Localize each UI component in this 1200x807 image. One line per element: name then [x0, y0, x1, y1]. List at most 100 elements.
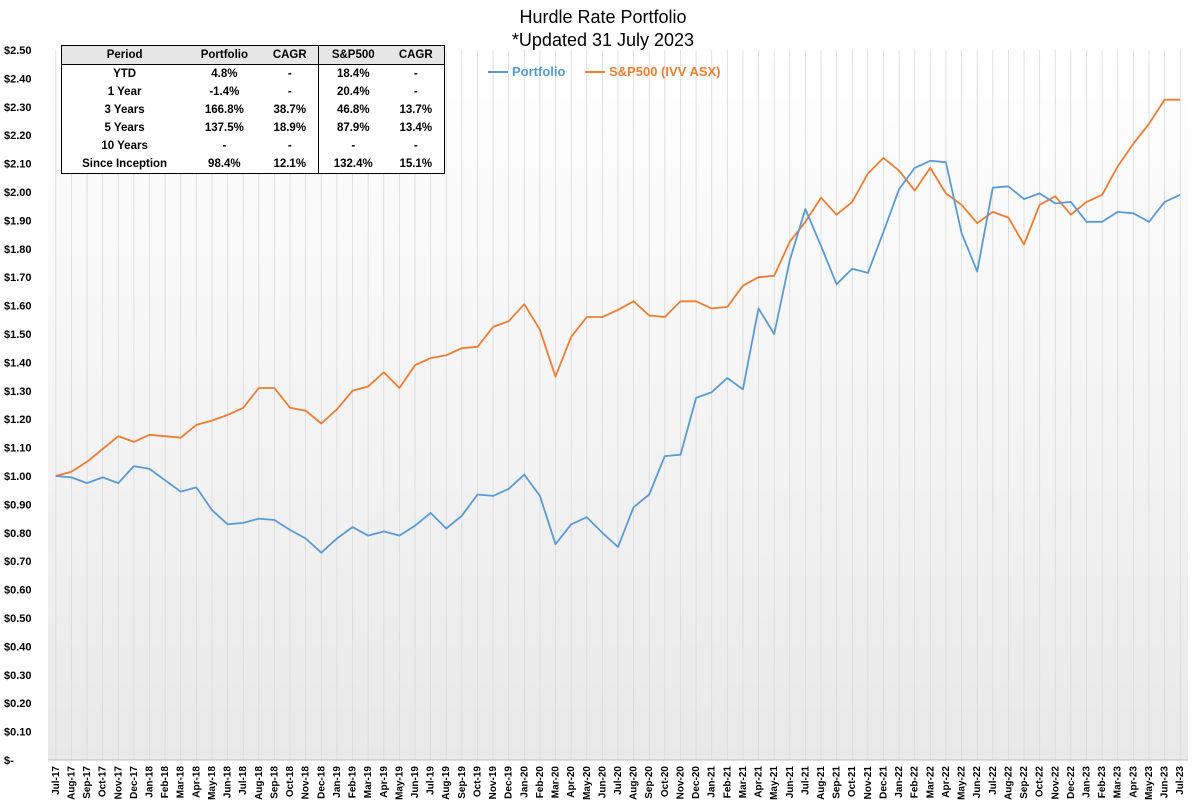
table-cell: 13.7%	[399, 104, 433, 116]
table-cell: 18.9%	[273, 122, 307, 134]
series-line-sp500	[55, 98, 1181, 477]
header-period: Period	[61, 45, 188, 65]
table-row: 5 Years 137.5% 18.9% 87.9% 13.4%	[62, 119, 445, 137]
x-tick-label: Jul-19	[426, 766, 437, 795]
y-tick-label: $2.40	[4, 73, 32, 85]
x-tick-label: Aug-17	[66, 766, 77, 800]
y-tick-label: $0.20	[4, 698, 32, 710]
x-tick-label: May-21	[769, 766, 780, 800]
x-tick-label: Mar-19	[363, 766, 374, 799]
y-tick-label: $1.90	[4, 215, 32, 227]
x-tick-label: Feb-23	[1097, 766, 1108, 799]
x-tick-label: Sep-21	[832, 766, 843, 799]
header-sp500-cagr: CAGR	[387, 45, 445, 65]
table-cell: 87.9%	[317, 119, 388, 137]
legend-sp500-label: S&P500 (IVV ASX)	[609, 64, 721, 79]
y-tick-label: $0.40	[4, 641, 32, 653]
x-tick-label: Apr-18	[191, 766, 202, 798]
table-cell: -	[287, 140, 292, 152]
x-tick-label: Oct-20	[660, 766, 671, 798]
x-tick-label: Feb-22	[910, 766, 921, 799]
x-tick-label: Jan-19	[332, 766, 343, 798]
x-tick-label: Jan-21	[707, 766, 718, 798]
y-tick-label: $2.00	[4, 187, 32, 199]
performance-table: Period Portfolio CAGR S&P500 CAGR YTD 4.8…	[61, 45, 445, 174]
x-tick-label: Apr-20	[566, 766, 577, 798]
table-cell: 137.5%	[204, 122, 244, 134]
table-cell: -	[413, 68, 418, 80]
table-cell: 12.1%	[273, 158, 307, 170]
x-tick-label: Aug-20	[629, 766, 640, 800]
y-tick-label: $0.60	[4, 585, 32, 597]
table-cell: 38.7%	[273, 104, 307, 116]
x-tick-label: Jul-22	[988, 766, 999, 795]
x-tick-label: May-19	[394, 766, 405, 800]
x-tick-label: Jul-21	[800, 766, 811, 795]
x-tick-label: Aug-18	[254, 766, 265, 800]
x-tick-label: Mar-22	[925, 766, 936, 799]
table-cell: 4.8%	[211, 68, 238, 80]
x-tick-label: Nov-21	[863, 766, 874, 800]
series-line-portfolio	[55, 159, 1181, 554]
x-tick-label: Feb-20	[535, 766, 546, 799]
y-tick-label: $1.60	[4, 301, 32, 313]
x-tick-label: Sep-20	[644, 766, 655, 799]
x-tick-label: Nov-18	[301, 766, 312, 800]
series-lines	[55, 98, 1181, 554]
x-tick-label: Jun-18	[223, 766, 234, 799]
y-tick-label: $0.80	[4, 528, 32, 540]
x-tick-label: Dec-21	[878, 766, 889, 799]
table-body: YTD 4.8% - 18.4% - 1 Year -1.4% - 20.4% - 3 Years 1…	[62, 64, 445, 174]
x-tick-label: Jan-20	[519, 766, 530, 798]
x-tick-label: Aug-19	[441, 766, 452, 800]
x-tick-label: Oct-18	[285, 766, 296, 798]
legend: Portfolio S&P500 (IVV ASX)	[488, 64, 721, 79]
x-tick-label: Mar-21	[738, 766, 749, 799]
legend-portfolio-label: Portfolio	[512, 64, 565, 79]
x-tick-label: Apr-23	[1128, 766, 1139, 798]
x-tick-label: Oct-19	[472, 766, 483, 798]
y-tick-label: $2.30	[4, 102, 32, 114]
x-tick-label: Feb-19	[348, 766, 359, 799]
table-cell: 15.1%	[399, 158, 433, 170]
table-cell: -1.4%	[209, 86, 240, 98]
table-cell: -	[317, 137, 388, 155]
table-cell: 166.8%	[204, 104, 244, 116]
header-sp500: S&P500	[317, 45, 388, 65]
table-cell: 46.8%	[317, 101, 388, 119]
y-tick-label: $0.30	[4, 670, 32, 682]
y-tick-label: $-	[4, 755, 14, 767]
y-tick-label: $1.10	[4, 443, 32, 455]
x-tick-label: Nov-20	[675, 766, 686, 800]
x-tick-label: Feb-21	[722, 766, 733, 799]
y-tick-label: $0.90	[4, 499, 32, 511]
y-tick-label: $1.30	[4, 386, 32, 398]
x-tick-label: Apr-21	[754, 766, 765, 798]
x-tick-label: Mar-20	[551, 766, 562, 799]
x-tick-label: Nov-19	[488, 766, 499, 800]
x-tick-label: Jul-23	[1175, 766, 1186, 795]
x-tick-label: Jul-18	[238, 766, 249, 795]
x-tick-label: Nov-17	[113, 766, 124, 800]
table-cell: 98.4%	[208, 158, 241, 170]
x-tick-label: May-18	[207, 766, 218, 800]
x-axis-ticks: Jul-17 Aug-17 Sep-17 Oct-17 Nov-17 Dec-17 Jan-…	[51, 766, 1186, 800]
x-tick-label: Jan-22	[894, 766, 905, 798]
y-tick-label: $0.70	[4, 556, 32, 568]
x-tick-label: Nov-22	[1050, 766, 1061, 800]
table-cell: YTD	[113, 68, 137, 80]
y-tick-label: $2.10	[4, 159, 32, 171]
x-tick-label: Sep-22	[1019, 766, 1030, 799]
y-tick-label: $1.50	[4, 329, 32, 341]
chart-title: Hurdle Rate Portfolio	[519, 7, 686, 27]
x-tick-label: Oct-17	[98, 766, 109, 798]
table-cell: -	[413, 140, 418, 152]
y-tick-label: $1.20	[4, 414, 32, 426]
x-tick-label: Dec-19	[504, 766, 515, 799]
x-tick-label: Dec-18	[316, 766, 327, 799]
x-tick-label: Dec-20	[691, 766, 702, 799]
x-tick-label: May-22	[957, 766, 968, 800]
header-portfolio: Portfolio	[187, 45, 262, 65]
x-tick-label: Dec-17	[129, 766, 140, 799]
table-cell: 10 Years	[101, 140, 148, 152]
